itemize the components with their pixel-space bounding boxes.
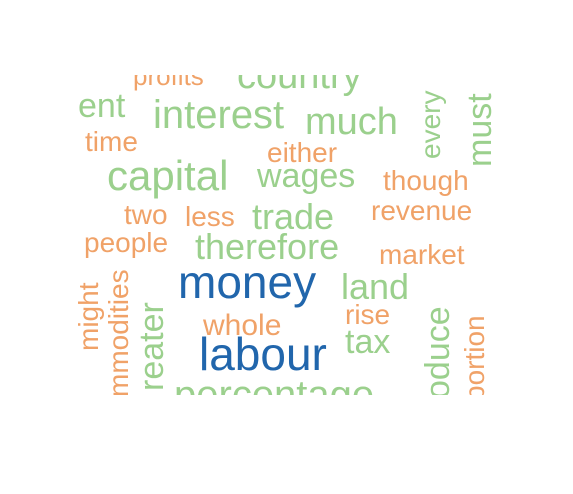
word-much: much <box>305 101 398 143</box>
word-capital: capital <box>107 152 229 199</box>
word-tax: tax <box>345 323 391 361</box>
word-rise: rise <box>345 299 391 330</box>
word-produce: oduce <box>419 306 457 395</box>
word-cloud: profits country ent interest much every … <box>75 75 495 395</box>
word-market: market <box>379 239 465 270</box>
word-every: every <box>415 90 446 159</box>
word-less: less <box>185 201 235 232</box>
word-percentage: percentage <box>174 373 375 395</box>
word-two: two <box>124 199 168 230</box>
word-people: people <box>84 227 169 258</box>
word-either: either <box>267 137 338 168</box>
word-proportion: portion <box>459 315 490 395</box>
word-greater: reater <box>133 302 171 391</box>
word-whole: whole <box>203 309 282 342</box>
word-country: country <box>237 75 362 97</box>
word-therefore: therefore <box>195 226 340 267</box>
word-wages: wages <box>257 157 356 195</box>
word-revenue: revenue <box>371 195 473 226</box>
word-labour: labour <box>199 328 327 380</box>
word-though: though <box>383 165 469 196</box>
word-might: might <box>75 282 104 351</box>
word-interest: interest <box>153 93 285 137</box>
word-time: time <box>85 126 138 157</box>
word-money: money <box>178 256 317 308</box>
word-land: land <box>341 266 410 307</box>
word-profits: profits <box>133 75 204 91</box>
word-trade: trade <box>252 196 335 237</box>
word-must: must <box>461 93 495 167</box>
word-commodities: mmodities <box>103 269 134 395</box>
word-ent: ent <box>78 87 126 125</box>
